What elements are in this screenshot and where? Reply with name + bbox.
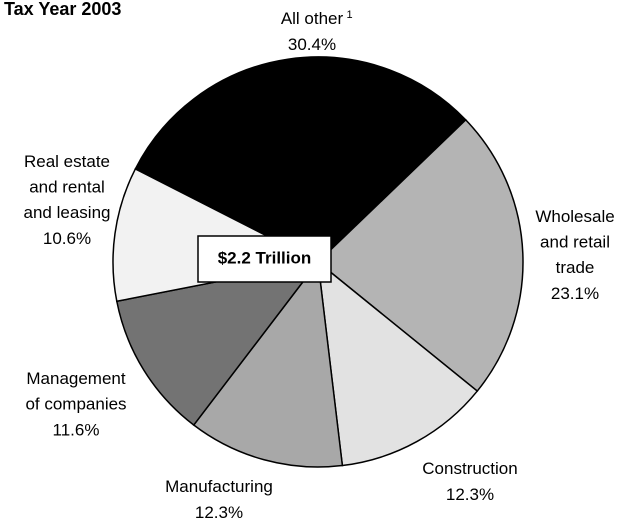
pie-slice (316, 118, 524, 393)
value-label: 23.1% (551, 284, 599, 303)
slice-label: Management of companies 11.6% (25, 369, 126, 439)
center-label: $2.2 Trillion (218, 248, 312, 267)
value-label: 12.3% (195, 503, 243, 521)
value-label: 12.3% (446, 485, 494, 504)
slice-label: All other 1 30.4% (281, 9, 353, 54)
slice-label: Construction 12.3% (422, 459, 517, 504)
chart-title: Tax Year 2003 (4, 0, 121, 19)
category-label: Manufacturing (165, 477, 273, 496)
slice-label: Real estate and rental and leasing 10.6% (24, 152, 111, 248)
value-label: 10.6% (43, 229, 91, 248)
pie-slice (115, 260, 320, 427)
category-label: All other (281, 9, 344, 28)
category-label: Wholesale and retail trade (535, 207, 614, 277)
slice-label: Wholesale and retail trade 23.1% (535, 207, 614, 303)
footnote-marker: 1 (347, 9, 353, 21)
pie-slice (192, 260, 344, 468)
value-label: 11.6% (53, 420, 100, 439)
slice-label: Manufacturing 12.3% (165, 477, 273, 521)
category-label: Management of companies (25, 369, 126, 414)
category-label: Real estate and rental and leasing (24, 152, 111, 222)
category-label: Construction (422, 459, 517, 478)
pie-slice (317, 260, 479, 467)
value-label: 30.4% (288, 35, 336, 54)
center-box (197, 235, 332, 283)
